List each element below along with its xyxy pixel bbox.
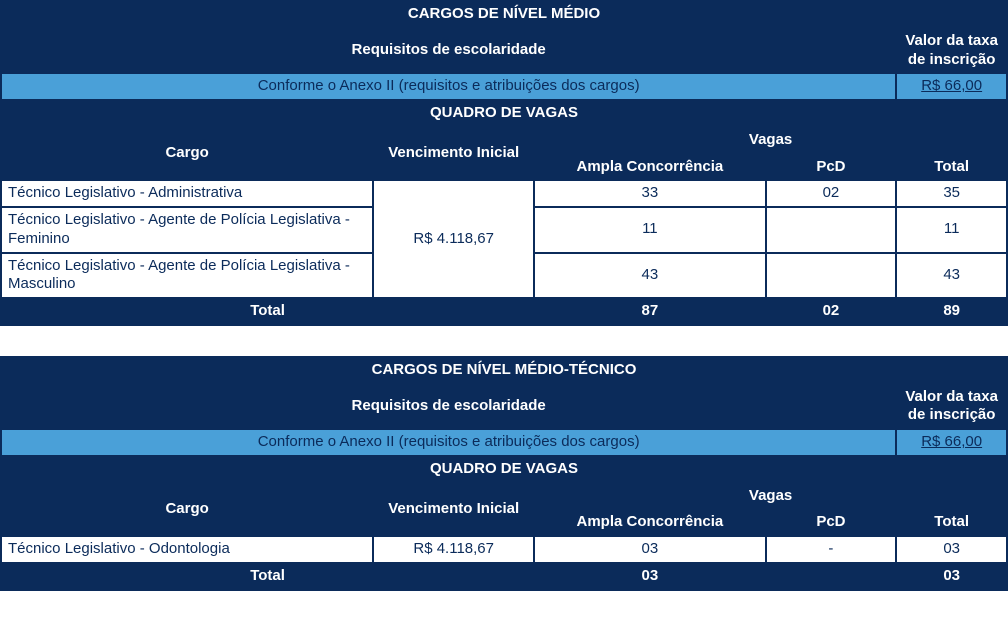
cell-ampla: 33 — [534, 180, 765, 207]
cell-cargo: Técnico Legislativo - Administrativa — [1, 180, 373, 207]
col-ampla: Ampla Concorrência — [534, 154, 765, 181]
col-total: Total — [896, 509, 1007, 536]
cell-cargo: Técnico Legislativo - Agente de Polícia … — [1, 207, 373, 253]
quadro-vagas-row: QUADRO DE VAGAS — [1, 456, 1007, 483]
col-cargo: Cargo — [1, 127, 373, 181]
subheader-row: Requisitos de escolaridade Valor da taxa… — [1, 384, 1007, 430]
cell-pcd: - — [766, 536, 897, 563]
total-pcd — [766, 563, 897, 590]
total-total: 03 — [896, 563, 1007, 590]
cell-pcd — [766, 253, 897, 299]
fee-value: R$ 66,00 — [921, 77, 982, 94]
col-vencimento: Vencimento Inicial — [373, 483, 534, 537]
row-total-label: Total — [1, 563, 534, 590]
totals-row: Total 03 03 — [1, 563, 1007, 590]
column-header-row-1: Cargo Vencimento Inicial Vagas — [1, 483, 1007, 510]
cell-vencimento: R$ 4.118,67 — [373, 536, 534, 563]
subheader-row: Requisitos de escolaridade Valor da taxa… — [1, 28, 1007, 74]
total-ampla: 87 — [534, 298, 765, 325]
title-row: CARGOS DE NÍVEL MÉDIO-TÉCNICO — [1, 357, 1007, 384]
req-escolaridade-label: Requisitos de escolaridade — [1, 28, 896, 74]
col-total: Total — [896, 154, 1007, 181]
col-pcd: PcD — [766, 509, 897, 536]
cell-ampla: 11 — [534, 207, 765, 253]
cell-cargo: Técnico Legislativo - Odontologia — [1, 536, 373, 563]
total-ampla: 03 — [534, 563, 765, 590]
cell-total: 11 — [896, 207, 1007, 253]
cell-pcd: 02 — [766, 180, 897, 207]
row-total-label: Total — [1, 298, 534, 325]
anexo-row: Conforme o Anexo II (requisitos e atribu… — [1, 73, 1007, 100]
data-row: Técnico Legislativo - Odontologia R$ 4.1… — [1, 536, 1007, 563]
table-container-1: CARGOS DE NÍVEL MÉDIO Requisitos de esco… — [0, 0, 1008, 326]
valor-taxa-label: Valor da taxa de inscrição — [896, 384, 1007, 430]
data-row: Técnico Legislativo - Administrativa R$ … — [1, 180, 1007, 207]
cell-ampla: 43 — [534, 253, 765, 299]
anexo-text: Conforme o Anexo II (requisitos e atribu… — [1, 73, 896, 100]
fee-value: R$ 66,00 — [921, 433, 982, 450]
cell-pcd — [766, 207, 897, 253]
table-cargos-nivel-medio: CARGOS DE NÍVEL MÉDIO Requisitos de esco… — [0, 0, 1008, 326]
valor-taxa-label: Valor da taxa de inscrição — [896, 28, 1007, 74]
cell-total: 35 — [896, 180, 1007, 207]
col-ampla: Ampla Concorrência — [534, 509, 765, 536]
total-pcd: 02 — [766, 298, 897, 325]
table-container-2: CARGOS DE NÍVEL MÉDIO-TÉCNICO Requisitos… — [0, 356, 1008, 591]
cell-vencimento: R$ 4.118,67 — [373, 180, 534, 298]
cell-ampla: 03 — [534, 536, 765, 563]
total-total: 89 — [896, 298, 1007, 325]
table-cargos-nivel-medio-tecnico: CARGOS DE NÍVEL MÉDIO-TÉCNICO Requisitos… — [0, 356, 1008, 591]
col-cargo: Cargo — [1, 483, 373, 537]
quadro-vagas-label: QUADRO DE VAGAS — [1, 456, 1007, 483]
quadro-vagas-row: QUADRO DE VAGAS — [1, 100, 1007, 127]
anexo-row: Conforme o Anexo II (requisitos e atribu… — [1, 429, 1007, 456]
cell-total: 43 — [896, 253, 1007, 299]
req-escolaridade-label: Requisitos de escolaridade — [1, 384, 896, 430]
anexo-text: Conforme o Anexo II (requisitos e atribu… — [1, 429, 896, 456]
table-title: CARGOS DE NÍVEL MÉDIO-TÉCNICO — [1, 357, 1007, 384]
quadro-vagas-label: QUADRO DE VAGAS — [1, 100, 1007, 127]
table-title: CARGOS DE NÍVEL MÉDIO — [1, 1, 1007, 28]
col-vencimento: Vencimento Inicial — [373, 127, 534, 181]
col-vagas: Vagas — [534, 127, 1007, 154]
cell-total: 03 — [896, 536, 1007, 563]
cell-cargo: Técnico Legislativo - Agente de Polícia … — [1, 253, 373, 299]
col-pcd: PcD — [766, 154, 897, 181]
totals-row: Total 87 02 89 — [1, 298, 1007, 325]
title-row: CARGOS DE NÍVEL MÉDIO — [1, 1, 1007, 28]
col-vagas: Vagas — [534, 483, 1007, 510]
column-header-row-1: Cargo Vencimento Inicial Vagas — [1, 127, 1007, 154]
table-gap — [0, 326, 1008, 356]
